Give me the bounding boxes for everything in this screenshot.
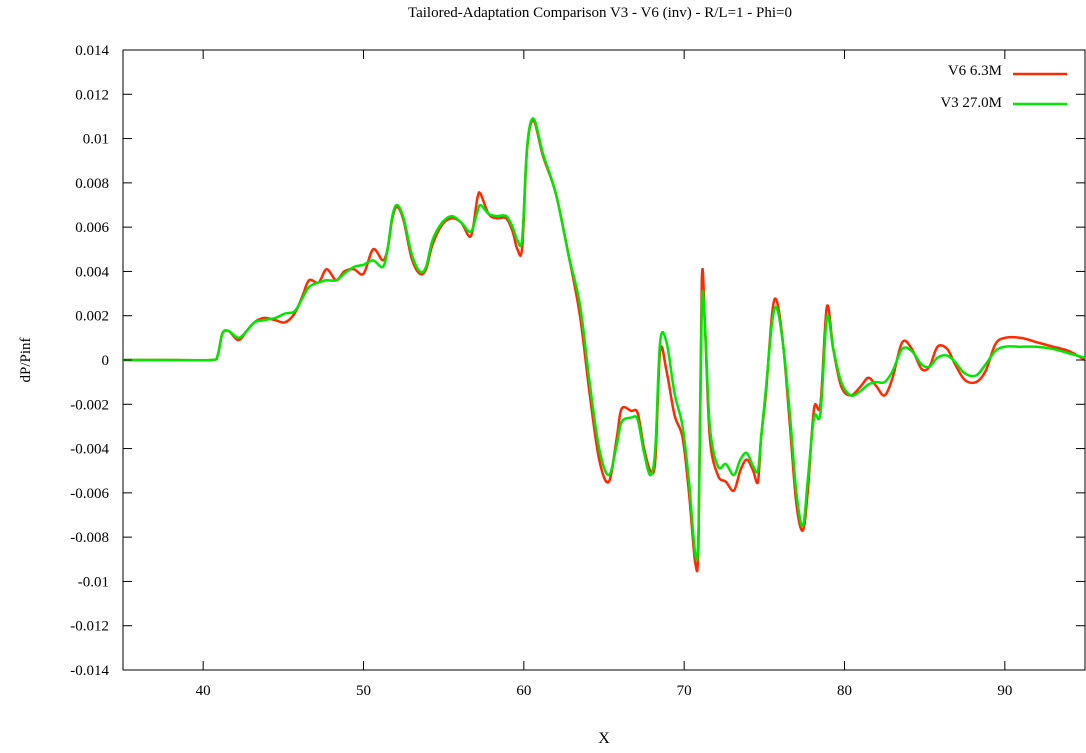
legend-label-v3: V3 27.0M <box>940 95 1002 111</box>
y-tick-label: 0.002 <box>75 309 109 325</box>
legend-label-v6: V6 6.3M <box>948 63 1002 79</box>
y-tick-label: -0.002 <box>70 397 109 413</box>
series-layer <box>123 119 1085 572</box>
y-tick-label: -0.012 <box>70 619 109 635</box>
series-line-v6 <box>123 121 1085 571</box>
legend: V6 6.3M V3 27.0M <box>940 63 1067 111</box>
y-tick-label: 0.01 <box>83 132 109 148</box>
x-tick-label: 80 <box>837 683 852 699</box>
y-tick-label: 0.006 <box>75 220 109 236</box>
plot-frame <box>123 50 1085 670</box>
x-tick-label: 90 <box>997 683 1012 699</box>
chart-title: Tailored-Adaptation Comparison V3 - V6 (… <box>408 5 792 21</box>
y-tick-label: -0.004 <box>70 442 109 458</box>
plot-area: 40 50 60 70 80 90 -0.014 -0.012 -0.01 -0.008 -0.00… <box>70 43 1085 699</box>
y-tick-label: -0.006 <box>70 486 109 502</box>
x-tick-label: 50 <box>356 683 371 699</box>
y-tick-label: -0.008 <box>70 530 109 546</box>
y-tick-label: 0.004 <box>75 264 109 280</box>
y-tick-label: 0.012 <box>75 87 109 103</box>
y-tick-label: 0 <box>102 353 110 369</box>
y-tick-label: -0.01 <box>78 574 109 590</box>
y-axis-label: dP/Pinf <box>18 337 34 382</box>
ticks-layer: 40 50 60 70 80 90 -0.014 -0.012 -0.01 -0.008 -0.00… <box>70 43 1085 699</box>
x-tick-label: 70 <box>677 683 692 699</box>
x-tick-label: 60 <box>516 683 531 699</box>
y-tick-label: 0.008 <box>75 176 109 192</box>
x-tick-label: 40 <box>196 683 211 699</box>
x-axis-label: X <box>598 730 610 747</box>
y-tick-label: 0.014 <box>75 43 109 59</box>
y-tick-label: -0.014 <box>70 663 109 679</box>
series-line-v3 <box>123 119 1085 560</box>
